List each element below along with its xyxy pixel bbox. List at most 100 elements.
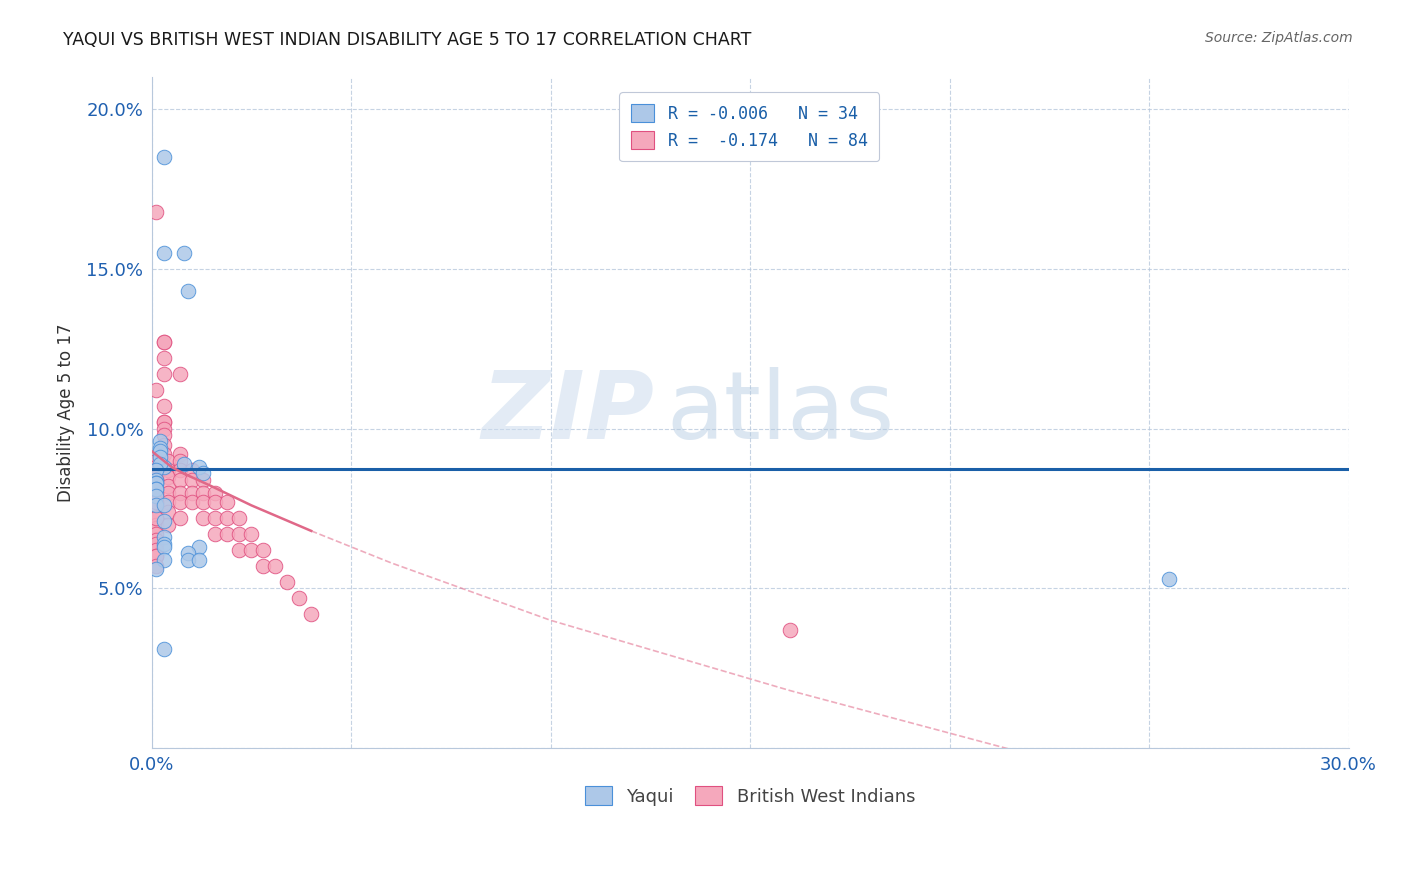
- Point: [145, 473, 167, 487]
- Point: [288, 591, 311, 605]
- Point: [252, 543, 274, 558]
- Point: [252, 559, 274, 574]
- Point: [145, 549, 167, 564]
- Point: [145, 549, 167, 564]
- Point: [240, 543, 263, 558]
- Point: [149, 444, 172, 458]
- Point: [169, 485, 191, 500]
- Point: [152, 460, 174, 475]
- Point: [152, 514, 174, 528]
- Point: [173, 246, 195, 260]
- Point: [217, 511, 239, 525]
- Point: [149, 450, 172, 465]
- Point: [228, 527, 250, 541]
- Point: [145, 559, 167, 574]
- Point: [193, 467, 215, 481]
- Point: [176, 546, 198, 560]
- Text: YAQUI VS BRITISH WEST INDIAN DISABILITY AGE 5 TO 17 CORRELATION CHART: YAQUI VS BRITISH WEST INDIAN DISABILITY …: [63, 31, 752, 49]
- Point: [145, 521, 167, 535]
- Point: [145, 473, 167, 487]
- Point: [176, 285, 198, 299]
- Point: [180, 485, 202, 500]
- Point: [188, 552, 211, 566]
- Point: [152, 552, 174, 566]
- Point: [152, 150, 174, 164]
- Point: [152, 530, 174, 544]
- Point: [152, 642, 174, 657]
- Point: [156, 517, 179, 532]
- Point: [145, 505, 167, 519]
- Point: [169, 473, 191, 487]
- Point: [228, 511, 250, 525]
- Point: [1157, 572, 1180, 586]
- Point: [145, 384, 167, 398]
- Point: [145, 511, 167, 525]
- Point: [145, 469, 167, 483]
- Point: [176, 552, 198, 566]
- Point: [156, 485, 179, 500]
- Point: [228, 543, 250, 558]
- Point: [145, 483, 167, 497]
- Point: [152, 438, 174, 452]
- Point: [145, 511, 167, 525]
- Point: [152, 447, 174, 461]
- Point: [169, 453, 191, 467]
- Text: atlas: atlas: [666, 367, 894, 458]
- Point: [145, 533, 167, 548]
- Point: [217, 495, 239, 509]
- Point: [145, 517, 167, 532]
- Point: [152, 536, 174, 550]
- Point: [149, 434, 172, 449]
- Point: [152, 335, 174, 350]
- Point: [193, 485, 215, 500]
- Point: [145, 469, 167, 483]
- Point: [145, 460, 167, 475]
- Point: [217, 527, 239, 541]
- Point: [264, 559, 287, 574]
- Point: [145, 536, 167, 550]
- Point: [145, 562, 167, 576]
- Point: [240, 527, 263, 541]
- Point: [149, 441, 172, 455]
- Point: [145, 463, 167, 477]
- Point: [145, 499, 167, 513]
- Point: [145, 485, 167, 500]
- Point: [145, 473, 167, 487]
- Point: [145, 527, 167, 541]
- Point: [145, 479, 167, 493]
- Point: [152, 540, 174, 554]
- Point: [145, 204, 167, 219]
- Point: [156, 469, 179, 483]
- Y-axis label: Disability Age 5 to 17: Disability Age 5 to 17: [58, 324, 75, 502]
- Point: [152, 400, 174, 414]
- Point: [193, 511, 215, 525]
- Point: [145, 485, 167, 500]
- Point: [204, 511, 226, 525]
- Point: [204, 495, 226, 509]
- Point: [145, 483, 167, 497]
- Point: [276, 574, 298, 589]
- Point: [169, 463, 191, 477]
- Point: [152, 351, 174, 366]
- Point: [152, 368, 174, 382]
- Point: [188, 540, 211, 554]
- Point: [152, 415, 174, 429]
- Point: [152, 422, 174, 436]
- Point: [173, 457, 195, 471]
- Point: [145, 495, 167, 509]
- Point: [145, 543, 167, 558]
- Point: [169, 368, 191, 382]
- Point: [299, 607, 322, 621]
- Legend: Yaqui, British West Indians: Yaqui, British West Indians: [578, 779, 922, 813]
- Point: [204, 527, 226, 541]
- Point: [193, 473, 215, 487]
- Point: [169, 511, 191, 525]
- Point: [156, 479, 179, 493]
- Point: [156, 463, 179, 477]
- Point: [180, 473, 202, 487]
- Point: [145, 495, 167, 509]
- Point: [145, 511, 167, 525]
- Point: [145, 475, 167, 490]
- Point: [156, 505, 179, 519]
- Point: [145, 489, 167, 503]
